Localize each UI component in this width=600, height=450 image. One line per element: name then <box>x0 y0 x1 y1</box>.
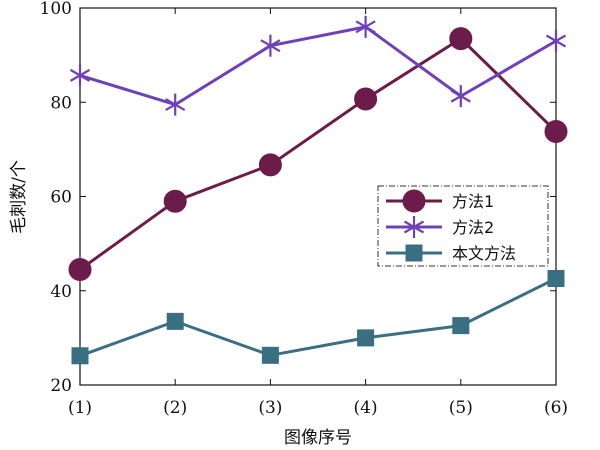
data-point-series-1 <box>163 189 187 213</box>
x-tick-label: (4) <box>354 398 378 418</box>
x-tick-label: (6) <box>544 398 568 418</box>
data-point-series-3 <box>547 269 565 287</box>
data-point-series-3 <box>261 346 279 364</box>
series-markers <box>68 15 568 365</box>
y-tick-label: 20 <box>50 376 72 396</box>
x-axis: (1) (2) (3) (4) (5) (6) <box>68 8 568 418</box>
data-point-series-2 <box>69 64 91 87</box>
data-point-series-1 <box>544 119 568 143</box>
series-line-3 <box>79 277 557 358</box>
data-point-series-1 <box>258 153 282 177</box>
legend: 方法1 方法2 本文方法 <box>377 185 549 267</box>
y-axis-title: 毛刺数/个 <box>9 160 29 234</box>
data-point-series-3 <box>166 312 184 330</box>
data-point-series-3 <box>452 317 470 335</box>
data-point-series-2 <box>545 29 567 52</box>
legend-label: 方法2 <box>452 218 494 237</box>
series-line-2 <box>79 25 557 107</box>
legend-label: 方法1 <box>452 192 494 211</box>
legend-marker <box>403 216 425 238</box>
data-point-series-1 <box>449 27 473 51</box>
x-tick-label: (1) <box>68 398 92 418</box>
x-axis-title: 图像序号 <box>284 428 352 448</box>
y-tick-label: 100 <box>40 0 72 19</box>
x-tick-label: (3) <box>258 398 282 418</box>
legend-marker <box>402 189 426 213</box>
series-line-1 <box>79 37 558 271</box>
data-point-series-3 <box>357 329 375 347</box>
x-tick-label: (5) <box>449 398 473 418</box>
data-point-series-2 <box>260 34 281 57</box>
data-point-series-2 <box>450 85 471 108</box>
series-lines <box>79 25 558 358</box>
data-point-series-1 <box>354 87 378 111</box>
data-point-series-3 <box>71 347 89 365</box>
y-tick-label: 60 <box>50 188 72 208</box>
x-tick-label: (2) <box>163 398 187 418</box>
y-axis: 20 40 60 80 100 <box>40 0 556 396</box>
legend-marker <box>405 244 423 262</box>
data-point-series-1 <box>68 258 92 282</box>
y-tick-label: 80 <box>50 93 72 113</box>
data-point-series-2 <box>355 15 376 38</box>
data-point-series-2 <box>165 93 186 116</box>
y-tick-label: 40 <box>50 282 72 302</box>
legend-label: 本文方法 <box>452 244 516 263</box>
